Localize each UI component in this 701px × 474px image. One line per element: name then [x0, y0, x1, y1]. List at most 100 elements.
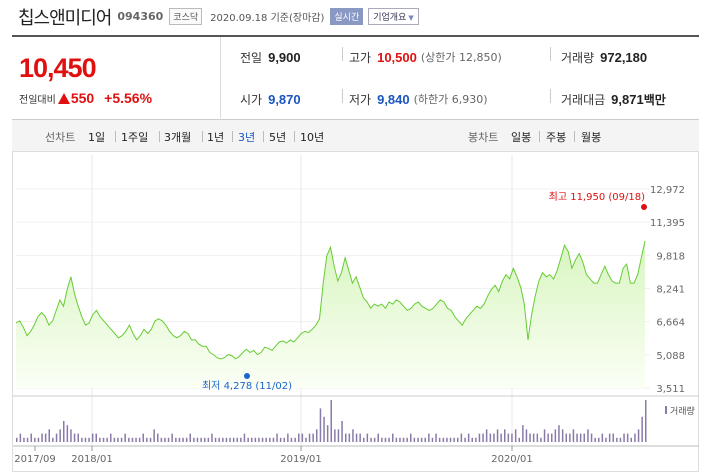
volume-bar: [182, 437, 184, 442]
current-price: 10,450: [19, 53, 97, 83]
volume-bar: [120, 437, 123, 442]
volume-bar: [540, 437, 542, 442]
volume-bar: [619, 437, 622, 442]
open-label: 시가: [240, 92, 263, 107]
divider: [342, 47, 343, 61]
volume-bar: [164, 437, 166, 442]
prev-close: 전일 9,900: [240, 47, 301, 67]
change-row: 전일대비 550 +5.56%: [19, 90, 152, 106]
volume-bar: [348, 433, 351, 442]
volume-bar: [189, 433, 191, 442]
volume-bar: [265, 437, 267, 442]
volume-bar: [175, 437, 177, 442]
volume-bar: [457, 437, 459, 442]
corp-info-dropdown[interactable]: 기업개요 ▼: [368, 8, 419, 25]
volume-bar: [298, 433, 300, 442]
low-price: 저가 9,840 (하한가 6,930): [349, 89, 488, 109]
realtime-button[interactable]: 실시간: [330, 8, 364, 25]
y-tick-label: 5,088: [656, 351, 685, 362]
volume-bar: [229, 437, 231, 442]
volume-bar: [254, 437, 257, 442]
volume-bar: [601, 433, 604, 442]
tab-1w[interactable]: 1주일: [121, 131, 149, 144]
volume-bar: [59, 429, 61, 442]
tab-5y[interactable]: 5년: [269, 131, 287, 144]
date-text: 2020.09.18 기준(장마감): [210, 13, 325, 24]
tab-10y[interactable]: 10년: [300, 131, 325, 144]
volume-bar: [565, 433, 567, 442]
high-label: 고가: [349, 50, 372, 65]
tab-divider: [574, 131, 575, 142]
tab-weekly[interactable]: 주봉: [546, 131, 567, 144]
tab-monthly[interactable]: 월봉: [581, 131, 602, 144]
volume-bar: [373, 437, 376, 442]
volume-bar: [77, 433, 79, 442]
volume-bar: [522, 425, 524, 442]
volume-bar: [290, 437, 293, 442]
volume-bar: [623, 433, 625, 442]
volume-bar: [587, 429, 589, 442]
volume-bar: [355, 433, 358, 442]
candle-chart-label: 봉차트: [468, 131, 499, 144]
volume-bar: [323, 416, 325, 442]
volume-bar: [569, 433, 571, 442]
volume-bar: [637, 429, 640, 442]
volume-legend: 거래량: [670, 405, 695, 417]
volume-legend-icon: [665, 406, 667, 414]
volume-bar: [236, 437, 238, 442]
tab-1d[interactable]: 1일: [88, 131, 106, 144]
tab-3m[interactable]: 3개월: [164, 131, 192, 144]
volume-bar: [626, 433, 629, 442]
volume-bar: [316, 429, 318, 442]
volume-bar: [124, 433, 126, 442]
volume-bar: [641, 416, 643, 442]
volume-bar: [558, 425, 560, 442]
volume-label: 거래량: [561, 50, 595, 65]
tab-1y[interactable]: 1년: [207, 131, 225, 144]
volume-bar: [196, 437, 199, 442]
volume-bar: [543, 429, 546, 442]
stock-header: 칩스앤미디어 094360 코스닥 2020.09.18 기준(장마감) 실시간…: [0, 0, 701, 33]
volume-bar: [207, 437, 210, 442]
volume-bar: [435, 433, 437, 442]
volume-bar: [381, 437, 383, 442]
amount-unit: 백만: [643, 92, 666, 107]
volume-bar: [283, 437, 285, 442]
volume-bar: [110, 433, 112, 442]
volume-bar: [185, 437, 188, 442]
volume-bar: [41, 433, 43, 442]
volume-bar: [500, 433, 502, 442]
max-annotation: 최고 11,950 (09/18): [549, 191, 645, 203]
volume-bar: [37, 437, 40, 442]
volume-bar: [30, 433, 32, 442]
tab-daily[interactable]: 일봉: [511, 131, 532, 144]
price-panel: 10,450 전일대비 550 +5.56%: [12, 37, 221, 120]
tab-3y[interactable]: 3년: [238, 131, 256, 144]
volume-bar: [507, 433, 510, 442]
volume-bar: [167, 437, 170, 442]
volume-bar: [496, 429, 499, 442]
price-area: [16, 241, 645, 388]
volume-bar: [91, 433, 94, 442]
tab-divider: [159, 131, 160, 142]
volume-bar: [551, 433, 553, 442]
volume: 거래량 972,180: [561, 47, 647, 67]
volume-bar: [442, 437, 445, 442]
volume-bar: [420, 437, 423, 442]
x-tick-label: 2017/09: [14, 454, 56, 465]
change-percent: +5.56%: [104, 90, 153, 106]
line-chart-label: 선차트: [45, 131, 76, 144]
min-annotation: 최저 4,278 (11/02): [202, 380, 292, 392]
volume-bar: [402, 437, 405, 442]
volume-bar: [366, 433, 369, 442]
volume-bar: [475, 437, 477, 442]
open-price: 시가 9,870: [240, 89, 301, 109]
volume-bar: [392, 433, 394, 442]
volume-bar: [81, 437, 83, 442]
volume-bar: [612, 433, 614, 442]
volume-bar: [240, 437, 242, 442]
volume-bar: [48, 429, 50, 442]
volume-bar: [272, 437, 275, 442]
volume-bar: [504, 429, 506, 442]
